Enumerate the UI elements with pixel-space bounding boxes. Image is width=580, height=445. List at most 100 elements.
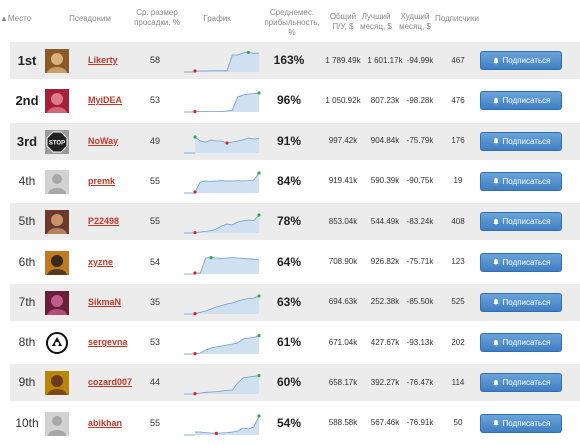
table-header: ▲Место Псевдоним Ср. размер просадки, % … bbox=[0, 0, 580, 40]
default-user-icon bbox=[45, 411, 69, 436]
nickname-link[interactable]: MyiDEA bbox=[88, 95, 123, 106]
nickname-link[interactable]: xyzne bbox=[88, 256, 114, 267]
subscribe-label: Подписаться bbox=[502, 418, 551, 428]
profit-sparkline bbox=[182, 327, 262, 357]
sparkline-max-point bbox=[257, 414, 261, 418]
drawdown-value: 53 bbox=[149, 337, 160, 348]
sparkline-min-point bbox=[193, 392, 197, 396]
sparkline-max-point bbox=[246, 50, 250, 54]
nickname-link[interactable]: premk bbox=[88, 175, 116, 186]
sparkline-chart bbox=[184, 213, 261, 235]
best-month-value: 567.46k bbox=[370, 418, 400, 428]
subscribe-button[interactable]: Подписаться bbox=[480, 252, 562, 272]
total-pnl-value: 671.04k bbox=[328, 337, 358, 347]
subscribe-label: Подписаться bbox=[502, 56, 551, 65]
sparkline-max-point bbox=[257, 171, 261, 175]
best-month-value: 590.39k bbox=[370, 176, 400, 186]
nickname-link[interactable]: P22498 bbox=[88, 216, 120, 227]
sparkline-min-point bbox=[193, 352, 197, 356]
avatar[interactable] bbox=[45, 371, 69, 396]
svg-text:STOP: STOP bbox=[49, 140, 65, 146]
sparkline-min-point bbox=[193, 311, 197, 315]
header-nickname: Псевдоним bbox=[69, 14, 111, 23]
subscribers-count: 176 bbox=[451, 136, 465, 146]
avatar[interactable] bbox=[45, 250, 69, 275]
total-pnl-value: 694.63k bbox=[328, 297, 358, 307]
nickname-link[interactable]: abikhan bbox=[88, 417, 123, 428]
avatar-photo-icon bbox=[45, 89, 69, 114]
sparkline-max-point bbox=[257, 294, 261, 298]
worst-month-value: -83.24k bbox=[406, 216, 434, 226]
subscribe-button[interactable]: Подписаться bbox=[480, 373, 562, 393]
rank-label: 3rd bbox=[16, 133, 38, 149]
avatar-photo-icon bbox=[45, 290, 69, 315]
subscribers-count: 50 bbox=[453, 418, 463, 428]
avatar[interactable] bbox=[45, 331, 69, 356]
subscribers-count: 19 bbox=[453, 176, 463, 186]
sparkline-max-point bbox=[257, 91, 261, 95]
nickname-link[interactable]: NoWay bbox=[88, 135, 119, 146]
worst-month-value: -85.50k bbox=[406, 297, 434, 307]
drawdown-value: 53 bbox=[149, 95, 160, 106]
emblem-icon bbox=[45, 331, 69, 356]
subscribe-button[interactable]: Подписаться bbox=[480, 292, 562, 312]
rank-label: 10th bbox=[15, 415, 39, 430]
profitability-value: 54% bbox=[276, 415, 302, 430]
profitability-value: 78% bbox=[276, 214, 302, 229]
subscribe-button[interactable]: Подписаться bbox=[480, 333, 562, 353]
sparkline-area bbox=[195, 52, 259, 72]
subscribe-button[interactable]: Подписаться bbox=[480, 131, 562, 151]
sparkline-chart bbox=[184, 374, 261, 396]
rank-label: 7th bbox=[18, 294, 36, 309]
avatar[interactable] bbox=[45, 169, 69, 194]
worst-month-value: -90.75k bbox=[406, 176, 434, 186]
stop-sign-icon: STOP bbox=[45, 129, 69, 154]
nickname-link[interactable]: Likerty bbox=[88, 55, 118, 65]
nickname-link[interactable]: SikmaN bbox=[88, 296, 122, 307]
avatar[interactable] bbox=[45, 49, 69, 73]
avatar[interactable] bbox=[45, 210, 69, 235]
table-row: 8th sergevna 53 61% 671.04k 427.67k -93.13k 202… bbox=[10, 324, 580, 361]
avatar[interactable] bbox=[45, 290, 69, 315]
subscribers-count: 123 bbox=[451, 257, 465, 266]
sparkline-area bbox=[195, 93, 259, 113]
subscribe-button[interactable]: Подписаться bbox=[480, 51, 562, 70]
table-row: 10th abikhan 55 54% 588.58k 567.46k -76.91k 50 П… bbox=[10, 405, 580, 442]
header-drawdown: Ср. размер просадки, % bbox=[134, 8, 180, 27]
sparkline-min-point bbox=[193, 110, 197, 114]
header-best: Лучший месяц, $ bbox=[360, 12, 392, 31]
worst-month-value: -94.99k bbox=[406, 55, 434, 65]
subscribe-button[interactable]: Подписаться bbox=[480, 91, 562, 111]
avatar[interactable]: STOP bbox=[45, 129, 69, 154]
subscribe-label: Подписаться bbox=[502, 96, 551, 106]
sparkline-line bbox=[195, 92, 260, 113]
avatar[interactable] bbox=[45, 411, 69, 436]
subscribe-label: Подписаться bbox=[502, 338, 551, 348]
nickname-link[interactable]: cozard007 bbox=[88, 377, 133, 388]
total-pnl-value: 708.90k bbox=[328, 257, 358, 266]
sparkline-min-point bbox=[193, 270, 197, 275]
sparkline-min-point bbox=[225, 140, 229, 145]
avatar[interactable] bbox=[45, 89, 69, 114]
nickname-link[interactable]: sergevna bbox=[88, 337, 128, 348]
subscribe-button[interactable]: Подписаться bbox=[480, 212, 562, 232]
header-rank[interactable]: ▲Место bbox=[0, 14, 32, 23]
subscribe-button[interactable]: Подписаться bbox=[480, 171, 562, 191]
sparkline-area bbox=[195, 172, 259, 193]
total-pnl-value: 658.17k bbox=[328, 377, 358, 387]
rank-label: 2nd bbox=[15, 93, 39, 109]
avatar-photo-icon bbox=[45, 49, 69, 73]
subscribe-label: Подписаться bbox=[502, 297, 551, 307]
bell-icon bbox=[492, 379, 499, 387]
subscribe-button[interactable]: Подписаться bbox=[480, 413, 562, 433]
best-month-value: 252.38k bbox=[370, 297, 400, 307]
sparkline-max-point bbox=[257, 213, 261, 217]
best-month-value: 926.82k bbox=[370, 257, 400, 266]
subscribers-count: 476 bbox=[451, 95, 465, 105]
drawdown-value: 54 bbox=[149, 256, 160, 267]
rank-label: 9th bbox=[18, 375, 36, 390]
total-pnl-value: 588.58k bbox=[328, 418, 358, 428]
sparkline-max-point bbox=[209, 255, 213, 259]
total-pnl-value: 1 789.49k bbox=[325, 55, 361, 65]
rank-label: 1st bbox=[17, 53, 37, 68]
